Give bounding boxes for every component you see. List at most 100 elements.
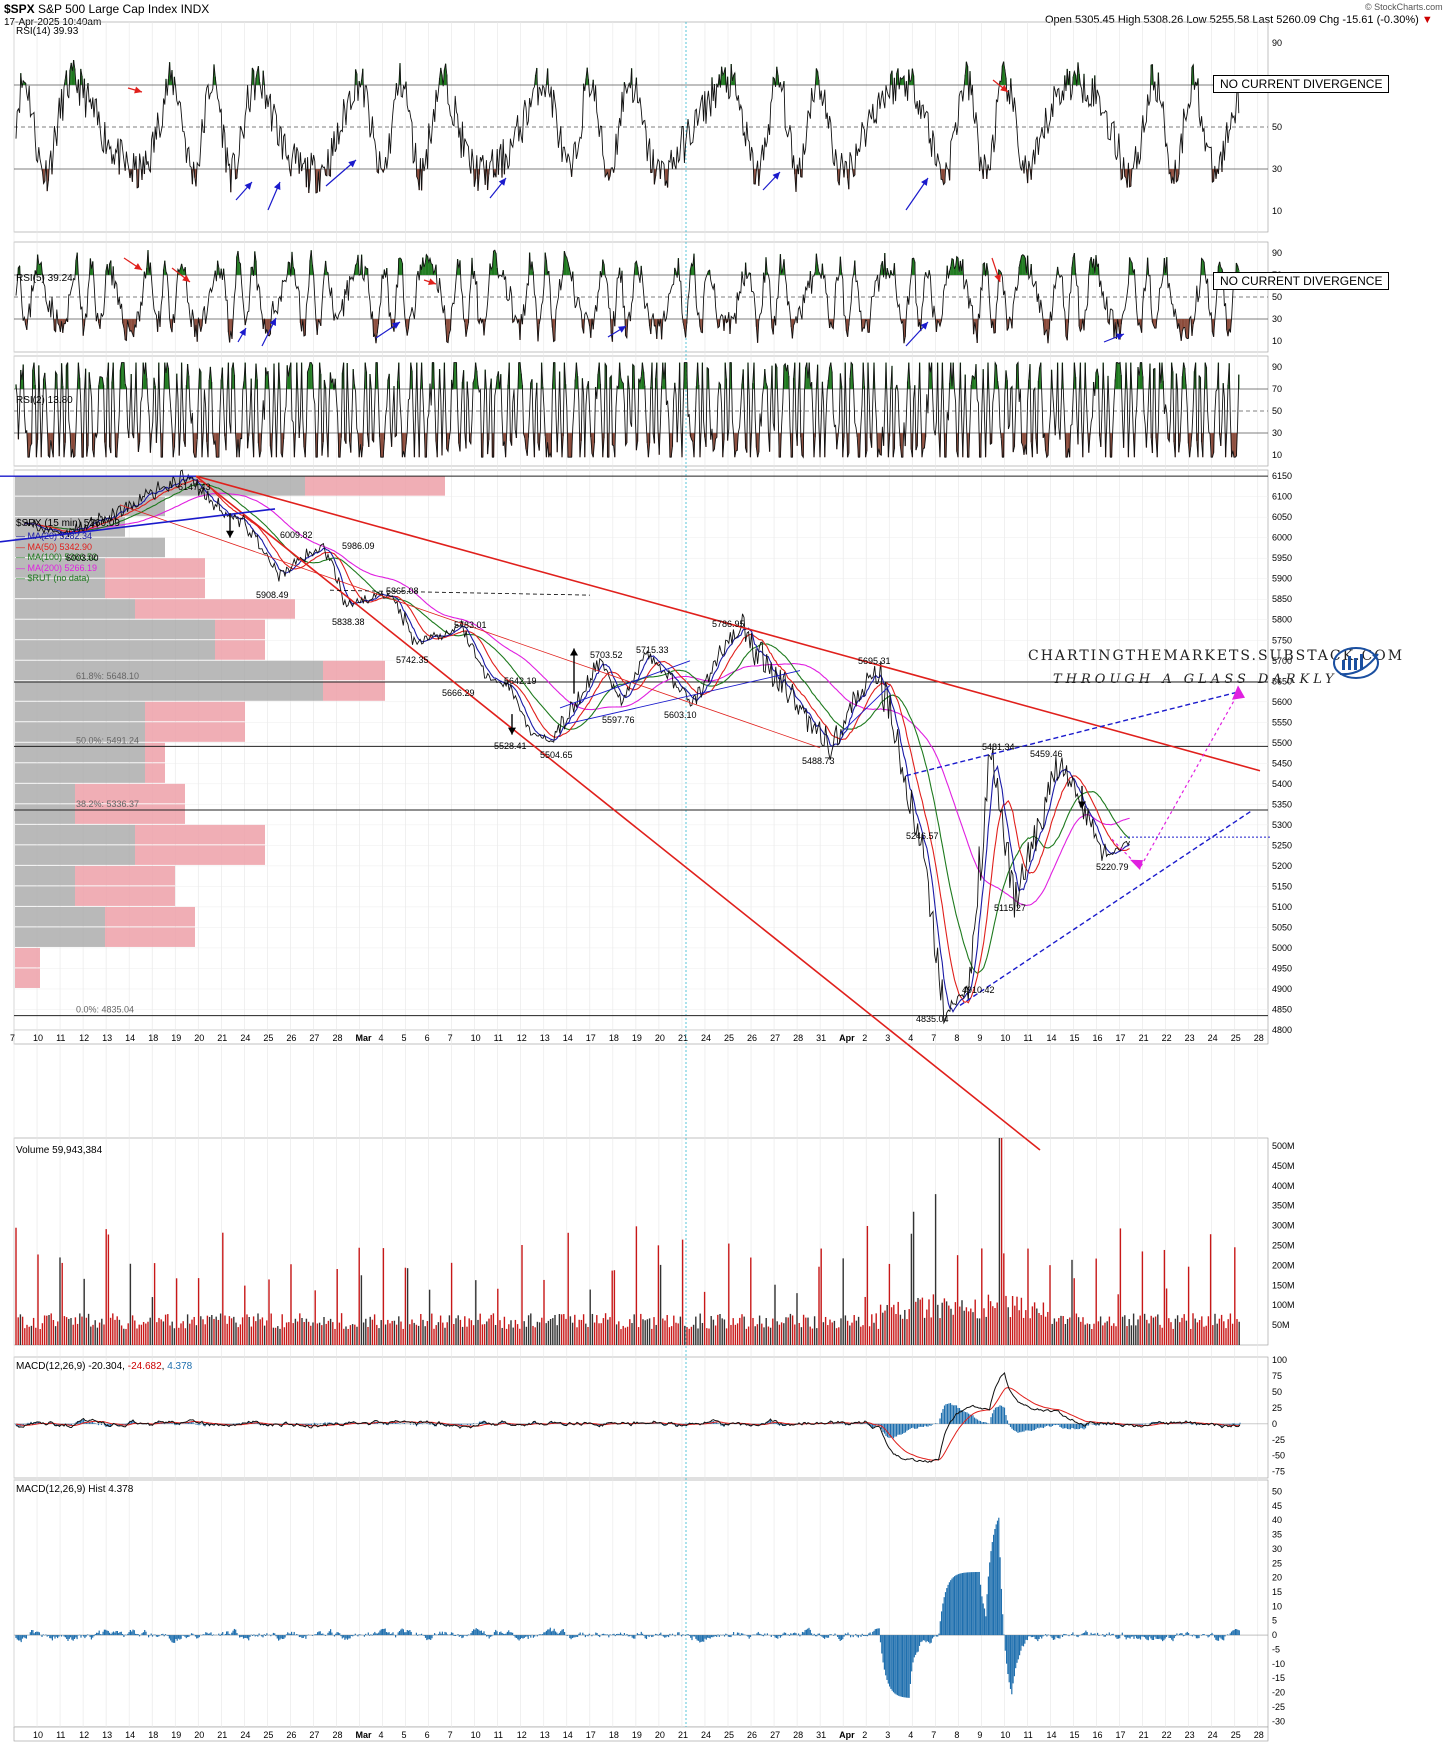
- date-tick-label-bottom: 11: [56, 1730, 65, 1740]
- price-annotation: 6003.00: [66, 553, 99, 563]
- volume-profile-bar: [15, 742, 145, 763]
- rsi2-y-tick: 90: [1272, 362, 1282, 372]
- price-y-tick: 6150: [1272, 471, 1292, 481]
- date-tick-label: 4: [908, 1033, 913, 1043]
- date-tick-label: 26: [286, 1033, 296, 1043]
- rsi5-line: [15, 249, 1240, 344]
- date-tick-label: 28: [793, 1033, 803, 1043]
- date-tick-label-bottom: 19: [171, 1730, 181, 1740]
- date-tick-label: 4: [379, 1033, 384, 1043]
- hist-y-tick: -30: [1272, 1716, 1285, 1726]
- date-tick-label-bottom: 8: [954, 1730, 959, 1740]
- date-tick-label-bottom: 28: [793, 1730, 803, 1740]
- price-y-tick: 4900: [1272, 984, 1292, 994]
- price-label: $SPX (15 min) 5260.09: [16, 518, 120, 529]
- volume-profile-bar: [15, 783, 75, 804]
- ma-legend-item: — MA(200) 5266.19: [16, 562, 98, 573]
- volume-profile-bar: [15, 476, 305, 496]
- date-tick-label: 19: [171, 1033, 181, 1043]
- macd-y-tick: -50: [1272, 1451, 1285, 1461]
- date-tick-label: 21: [1139, 1033, 1149, 1043]
- volume-y-tick: 500M: [1272, 1141, 1295, 1151]
- volume-y-tick: 50M: [1272, 1320, 1290, 1330]
- date-tick-label: 27: [309, 1033, 319, 1043]
- watermark-url: CHARTINGTHEMARKETS.SUBSTACK.COM: [1028, 648, 1405, 664]
- price-annotation: 5246.57: [906, 831, 939, 841]
- date-tick-label-bottom: 7: [448, 1730, 453, 1740]
- price-annotation: 4910.42: [962, 985, 995, 995]
- volume-y-tick: 400M: [1272, 1181, 1295, 1191]
- date-tick-label-bottom: 14: [1046, 1730, 1056, 1740]
- price-annotation: 5865.08: [386, 586, 419, 596]
- volume-profile-bar: [105, 558, 205, 578]
- divergence-arrowhead-icon: [182, 274, 190, 282]
- fib-level-label: 38.2%: 5336.37: [76, 799, 139, 809]
- date-tick-label-bottom: Apr: [839, 1730, 855, 1740]
- date-tick-label-bottom: 28: [1254, 1730, 1264, 1740]
- price-y-tick: 5200: [1272, 861, 1292, 871]
- divergence-arrowhead-icon: [428, 278, 436, 286]
- date-tick-label-bottom: 10: [33, 1730, 43, 1740]
- date-tick-label-bottom: 28: [332, 1730, 342, 1740]
- date-tick-label: 20: [655, 1033, 665, 1043]
- price-y-tick: 5050: [1272, 922, 1292, 932]
- volume-profile-bar: [15, 681, 323, 701]
- price-line: [23, 469, 1131, 1025]
- rsi2-y-tick: 30: [1272, 428, 1282, 438]
- date-tick-label: 23: [1185, 1033, 1195, 1043]
- watermark-tagline: THROUGH A GLASS DARKLY: [1053, 672, 1338, 687]
- date-tick-label-bottom: 11: [1023, 1730, 1032, 1740]
- date-tick-label: 21: [678, 1033, 688, 1043]
- macd-y-tick: 100: [1272, 1355, 1287, 1365]
- volume-label: Volume 59,943,384: [16, 1145, 103, 1156]
- date-tick-label-bottom: 31: [816, 1730, 826, 1740]
- macd-line: [15, 1372, 1241, 1463]
- price-y-tick: 5800: [1272, 615, 1292, 625]
- date-tick-label-bottom: 6: [425, 1730, 430, 1740]
- volume-profile-bar: [75, 804, 185, 824]
- price-annotation: 5783.01: [454, 620, 487, 630]
- hist-y-tick: 10: [1272, 1601, 1282, 1611]
- rsi14-label: RSI(14) 39.93: [16, 26, 79, 37]
- hist-y-tick: 45: [1272, 1501, 1282, 1511]
- price-y-tick: 5600: [1272, 697, 1292, 707]
- date-tick-label-bottom: 18: [609, 1730, 619, 1740]
- divergence-arrowhead-icon: [920, 322, 928, 330]
- date-tick-label-bottom: 15: [1069, 1730, 1079, 1740]
- projection-path: [1111, 693, 1239, 869]
- price-annotation: 5597.76: [602, 715, 635, 725]
- date-tick-label: 25: [724, 1033, 734, 1043]
- date-tick-label-bottom: 4: [908, 1730, 913, 1740]
- price-annotation: 5488.73: [802, 756, 835, 766]
- volume-y-tick: 300M: [1272, 1221, 1295, 1231]
- date-tick-label-bottom: 23: [1185, 1730, 1195, 1740]
- date-tick-label-bottom: 12: [517, 1730, 527, 1740]
- hist-y-tick: 30: [1272, 1544, 1282, 1554]
- volume-profile-bar: [135, 824, 265, 845]
- price-annotation: 5115.27: [994, 903, 1026, 913]
- date-tick-label-bottom: 17: [586, 1730, 596, 1740]
- trend-resistance-line: [195, 475, 1261, 772]
- hist-y-tick: -10: [1272, 1659, 1285, 1669]
- volume-profile-bar: [75, 886, 175, 906]
- chg-value: -15.61 (-0.30%): [1342, 14, 1419, 26]
- ohlc-readout: Open 5305.45 High 5308.26 Low 5255.58 La…: [1045, 14, 1433, 26]
- date-tick-label-bottom: 25: [1231, 1730, 1241, 1740]
- date-tick-label: 17: [1116, 1033, 1126, 1043]
- hist-y-tick: -25: [1272, 1702, 1285, 1712]
- hist-y-tick: 5: [1272, 1616, 1277, 1626]
- rsi2-y-tick: 70: [1272, 384, 1282, 394]
- price-y-tick: 6050: [1272, 512, 1292, 522]
- hist-y-tick: -20: [1272, 1688, 1285, 1698]
- price-y-tick: 5950: [1272, 553, 1292, 563]
- price-annotation: 5220.79: [1096, 862, 1129, 872]
- price-y-tick: 5900: [1272, 574, 1292, 584]
- chart-date: 17-Apr-2025 10:40am: [4, 17, 102, 28]
- hist-y-tick: 35: [1272, 1530, 1282, 1540]
- date-tick-label: 19: [632, 1033, 642, 1043]
- channel-line: [839, 685, 891, 735]
- volume-profile-bar: [145, 722, 245, 742]
- price-y-tick: 4950: [1272, 963, 1292, 973]
- hist-y-tick: 40: [1272, 1515, 1282, 1525]
- divergence-arrowhead-icon: [618, 326, 626, 333]
